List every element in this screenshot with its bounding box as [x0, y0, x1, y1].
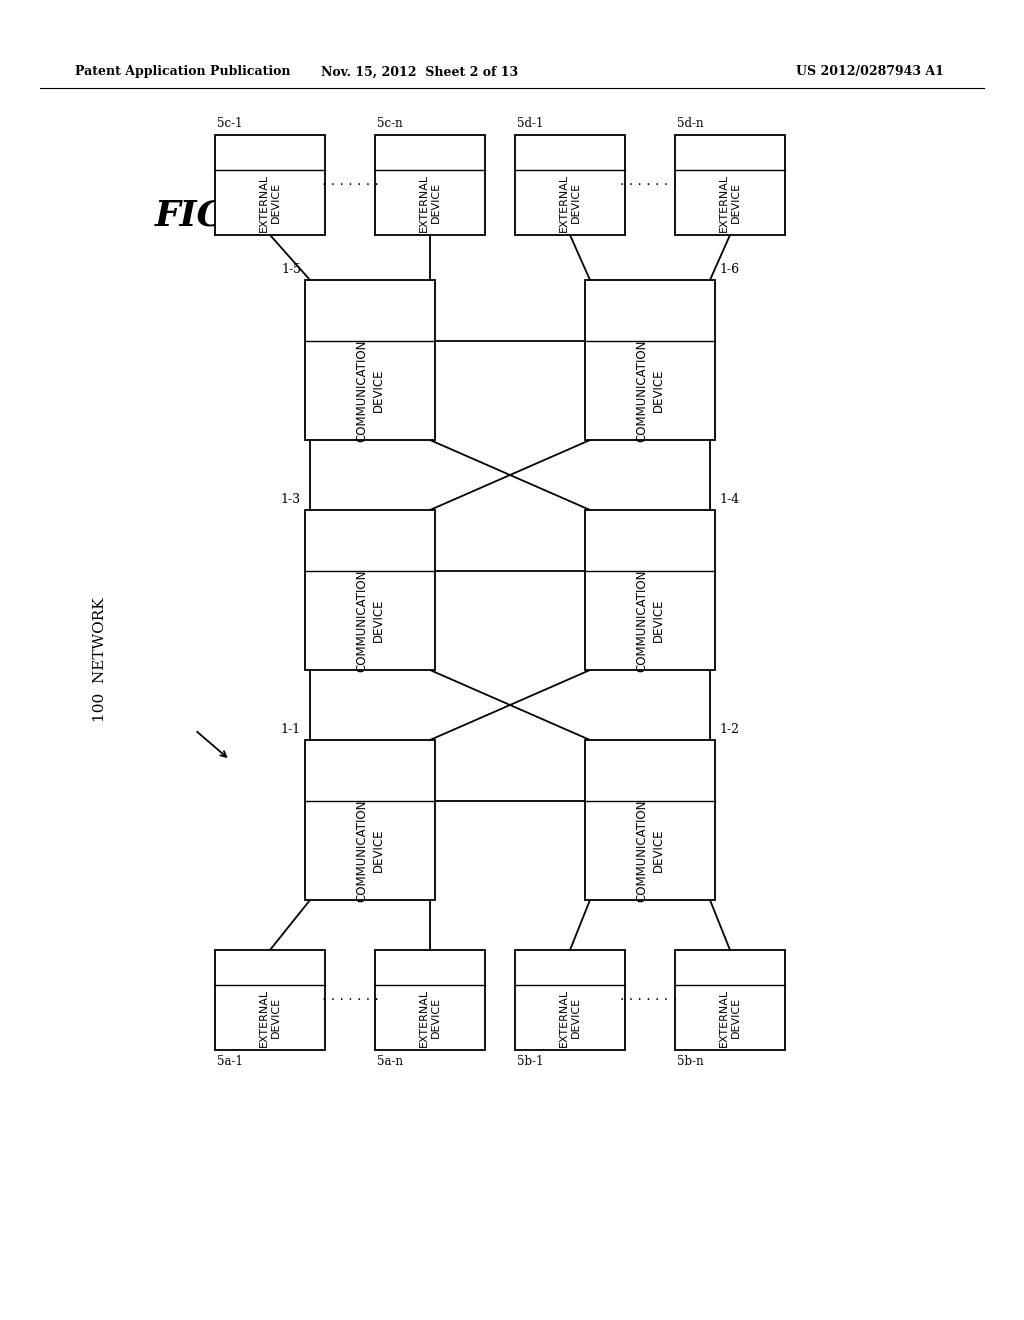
Bar: [305, 280, 435, 440]
Bar: [215, 950, 325, 1049]
Text: 5a-1: 5a-1: [217, 1055, 243, 1068]
Text: 1-1: 1-1: [281, 723, 301, 737]
Text: 5d-1: 5d-1: [517, 117, 544, 129]
Bar: [585, 741, 715, 900]
Text: EXTERNAL
DEVICE: EXTERNAL DEVICE: [719, 989, 741, 1047]
Text: Patent Application Publication: Patent Application Publication: [75, 66, 291, 78]
Bar: [375, 950, 485, 1049]
Text: US 2012/0287943 A1: US 2012/0287943 A1: [796, 66, 944, 78]
Text: FIG. 2: FIG. 2: [155, 198, 278, 232]
Text: 5b-1: 5b-1: [517, 1055, 544, 1068]
Bar: [675, 135, 785, 235]
Text: EXTERNAL
DEVICE: EXTERNAL DEVICE: [719, 173, 741, 231]
Bar: [375, 135, 485, 235]
Text: 100  NETWORK: 100 NETWORK: [93, 598, 106, 722]
Bar: [305, 741, 435, 900]
Text: 5c-1: 5c-1: [217, 117, 243, 129]
Bar: [585, 280, 715, 440]
Text: COMMUNICATION
DEVICE: COMMUNICATION DEVICE: [636, 799, 665, 902]
Text: 5c-n: 5c-n: [377, 117, 402, 129]
Text: 5d-n: 5d-n: [677, 117, 703, 129]
Text: EXTERNAL
DEVICE: EXTERNAL DEVICE: [419, 989, 441, 1047]
Bar: [515, 950, 625, 1049]
Text: 5b-n: 5b-n: [677, 1055, 703, 1068]
Text: COMMUNICATION
DEVICE: COMMUNICATION DEVICE: [355, 799, 384, 902]
Text: 5a-n: 5a-n: [377, 1055, 403, 1068]
Text: · · · · · · ·: · · · · · · ·: [322, 993, 379, 1007]
Text: COMMUNICATION
DEVICE: COMMUNICATION DEVICE: [355, 339, 384, 442]
Bar: [215, 135, 325, 235]
Text: · · · · · · ·: · · · · · · ·: [620, 993, 677, 1007]
Text: · · · · · · ·: · · · · · · ·: [322, 178, 379, 191]
Text: Nov. 15, 2012  Sheet 2 of 13: Nov. 15, 2012 Sheet 2 of 13: [322, 66, 518, 78]
Text: EXTERNAL
DEVICE: EXTERNAL DEVICE: [559, 989, 582, 1047]
Text: · · · · · · ·: · · · · · · ·: [620, 178, 677, 191]
Text: 1-2: 1-2: [719, 723, 739, 737]
Text: EXTERNAL
DEVICE: EXTERNAL DEVICE: [259, 173, 282, 231]
Text: COMMUNICATION
DEVICE: COMMUNICATION DEVICE: [355, 569, 384, 672]
Text: EXTERNAL
DEVICE: EXTERNAL DEVICE: [259, 989, 282, 1047]
Text: 1-6: 1-6: [719, 263, 739, 276]
Bar: [305, 510, 435, 671]
Text: 1-4: 1-4: [719, 492, 739, 506]
Bar: [515, 135, 625, 235]
Bar: [675, 950, 785, 1049]
Text: 1-5: 1-5: [281, 263, 301, 276]
Text: COMMUNICATION
DEVICE: COMMUNICATION DEVICE: [636, 339, 665, 442]
Text: COMMUNICATION
DEVICE: COMMUNICATION DEVICE: [636, 569, 665, 672]
Text: EXTERNAL
DEVICE: EXTERNAL DEVICE: [419, 173, 441, 231]
Text: 1-3: 1-3: [281, 492, 301, 506]
Text: EXTERNAL
DEVICE: EXTERNAL DEVICE: [559, 173, 582, 231]
Bar: [585, 510, 715, 671]
